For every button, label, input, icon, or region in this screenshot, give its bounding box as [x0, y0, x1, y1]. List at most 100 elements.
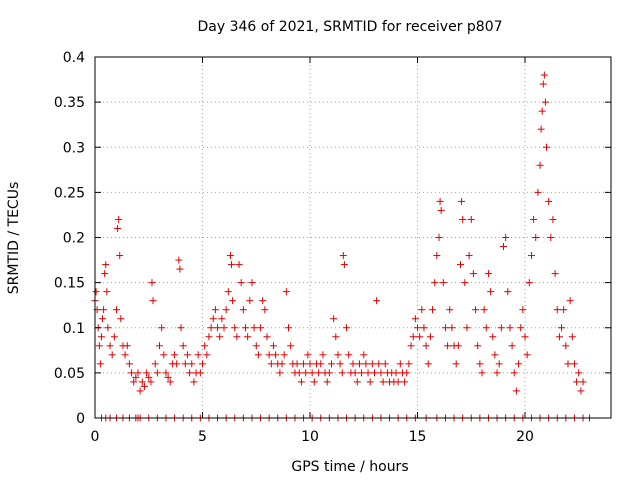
data-point — [231, 324, 239, 332]
data-point — [99, 315, 107, 323]
data-point — [551, 270, 559, 278]
data-point — [248, 279, 256, 287]
data-point — [293, 360, 301, 368]
data-point — [458, 197, 466, 205]
data-point — [176, 265, 184, 273]
data-point — [433, 252, 441, 260]
data-point — [278, 360, 286, 368]
data-point — [272, 351, 280, 359]
data-point — [196, 369, 204, 377]
data-point — [216, 333, 224, 341]
data-point — [504, 288, 512, 296]
data-point — [534, 188, 542, 196]
data-point — [153, 369, 161, 377]
data-point — [177, 324, 185, 332]
data-point — [181, 360, 189, 368]
chart-title: Day 346 of 2021, SRMTID for receiver p80… — [197, 19, 502, 35]
data-point — [418, 306, 426, 314]
y-tick-label: 0.2 — [63, 231, 85, 247]
data-point — [375, 360, 383, 368]
data-point — [186, 369, 194, 377]
data-point — [188, 360, 196, 368]
y-tick-label: 0.25 — [54, 185, 85, 201]
data-point — [121, 351, 129, 359]
data-point — [539, 80, 547, 88]
data-point — [489, 333, 497, 341]
data-point — [435, 234, 443, 241]
data-point — [158, 324, 166, 332]
data-point — [411, 315, 419, 323]
data-point — [461, 279, 469, 287]
data-point — [325, 369, 333, 377]
data-point — [128, 369, 136, 377]
data-point — [439, 279, 447, 287]
data-point — [457, 261, 464, 269]
data-point — [472, 306, 480, 314]
data-point — [263, 333, 271, 341]
data-point — [110, 333, 118, 341]
data-point — [304, 351, 312, 359]
data-point — [104, 324, 112, 332]
data-point — [543, 143, 550, 151]
data-point — [362, 360, 370, 368]
x-tick-label: 0 — [91, 429, 100, 445]
data-point — [103, 288, 111, 296]
data-point — [334, 351, 342, 359]
data-point — [115, 215, 123, 223]
data-point — [377, 369, 385, 377]
data-point — [396, 360, 404, 368]
data-point — [183, 351, 191, 359]
data-point — [549, 215, 557, 223]
data-point — [394, 378, 402, 386]
data-point — [229, 297, 237, 305]
data-point — [308, 369, 316, 377]
data-point — [211, 306, 219, 314]
data-point — [564, 360, 572, 368]
y-tick-label: 0.35 — [54, 95, 85, 111]
data-point — [465, 252, 473, 260]
data-point — [469, 270, 477, 278]
data-point — [220, 324, 228, 332]
data-point — [540, 71, 548, 79]
data-point — [379, 378, 387, 386]
data-point — [436, 197, 444, 205]
data-point — [160, 351, 168, 359]
data-point — [282, 288, 290, 296]
data-point — [500, 243, 507, 251]
data-point — [252, 342, 260, 350]
data-point — [336, 360, 344, 368]
data-point — [330, 315, 338, 323]
data-point — [130, 378, 138, 386]
data-point — [323, 378, 331, 386]
data-point — [537, 125, 545, 133]
data-point — [519, 306, 527, 314]
data-point — [132, 373, 140, 381]
data-point — [203, 351, 211, 359]
data-point — [332, 333, 340, 341]
data-point — [242, 324, 249, 332]
data-point — [545, 197, 553, 205]
data-point — [147, 378, 155, 386]
data-point — [577, 387, 585, 395]
data-point — [267, 360, 275, 368]
data-point — [525, 279, 533, 287]
data-point — [495, 360, 503, 368]
data-point — [246, 297, 254, 305]
data-point — [233, 333, 241, 341]
x-tick-label: 15 — [409, 429, 427, 445]
data-point — [381, 360, 389, 368]
data-point — [364, 369, 372, 377]
data-point — [175, 256, 183, 264]
data-point — [463, 324, 471, 332]
data-point — [171, 351, 179, 359]
data-point — [179, 342, 187, 350]
data-point — [422, 342, 430, 350]
data-point — [414, 324, 421, 332]
data-point — [222, 306, 230, 314]
data-point — [558, 324, 566, 332]
data-point — [116, 252, 124, 260]
data-point — [482, 324, 490, 332]
y-tick-label: 0.05 — [54, 366, 85, 382]
data-point — [310, 378, 318, 386]
x-tick-label: 10 — [301, 429, 319, 445]
